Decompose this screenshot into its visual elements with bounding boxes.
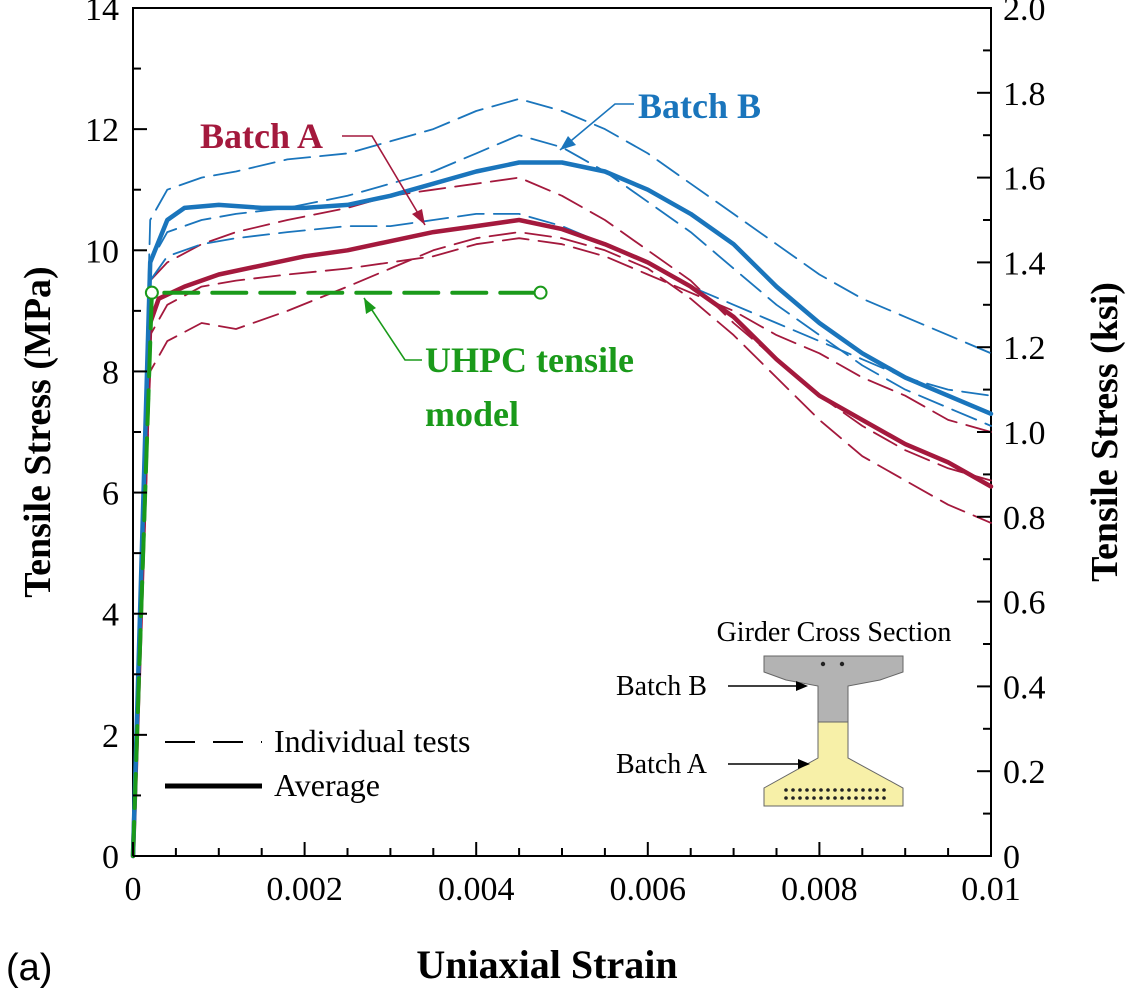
y-right-tick-label: 0.6: [1003, 585, 1046, 622]
annotation-model-arrow-line: [363, 297, 422, 361]
strand-dot: [861, 796, 865, 800]
annotation-batch-b: Batch B: [559, 86, 761, 151]
x-tick-label: 0.01: [961, 871, 1021, 908]
legend: Individual tests Average: [165, 723, 470, 803]
strand-dot: [882, 796, 886, 800]
girder-batch-b-region: [763, 655, 904, 723]
strand-dot: [798, 788, 802, 792]
inset-label-batch-b: Batch B: [616, 671, 707, 702]
strand-dot: [819, 788, 823, 792]
y-axis-title-left: Tensile Stress (MPa): [17, 266, 59, 597]
strand-dot: [805, 788, 809, 792]
y-right-tick-label: 0.8: [1003, 500, 1046, 537]
y-left-tick-label: 8: [102, 354, 119, 391]
series-line-batch-b-average-1: [130, 160, 994, 859]
annotation-model-label-line2: model: [425, 394, 519, 434]
y-left-tick-label: 14: [85, 0, 119, 28]
strand-dot: [812, 788, 816, 792]
y-right-tick-label: 0.4: [1003, 669, 1046, 706]
x-tick-label: 0.008: [781, 871, 858, 908]
y-left-tick-label: 6: [102, 476, 119, 513]
annotation-model: UHPC tensile model: [363, 297, 634, 434]
panel-label: (a): [6, 947, 52, 989]
strand-dot: [875, 796, 879, 800]
x-tick-label: 0: [125, 871, 142, 908]
series-line-batch-b-individual-5: [132, 98, 992, 857]
strand-dot: [833, 788, 837, 792]
strand-dot: [840, 788, 844, 792]
strand-dot: [784, 788, 788, 792]
y-left-tick-label: 4: [102, 597, 119, 634]
strand-dot: [854, 796, 858, 800]
y-left-tick-label: 2: [102, 718, 119, 755]
y-left-tick-label: 12: [85, 112, 119, 149]
annotation-batch-a-label: Batch A: [200, 116, 323, 156]
x-tick-label: 0.002: [266, 871, 343, 908]
inset-label-batch-a: Batch A: [616, 749, 708, 780]
strand-dot: [840, 796, 844, 800]
girder-cross-section-inset: Girder Cross Section Batch B Batch A: [616, 617, 952, 807]
ticks-layer: 0 0.002 0.004 0.006 0.008 0.010246810121400.2…: [85, 0, 1046, 908]
series-line-batch-a-individual-4: [132, 237, 992, 857]
strand-dot: [826, 796, 830, 800]
annotation-batch-a-arrow-line: [342, 135, 426, 226]
y-right-tick-label: 1.4: [1003, 245, 1046, 282]
y-right-tick-label: 0.2: [1003, 754, 1046, 791]
strand-dot: [791, 788, 795, 792]
strand-dot: [833, 796, 837, 800]
y-left-tick-label: 0: [102, 839, 119, 876]
strand-dot: [805, 796, 809, 800]
annotation-batch-b-arrowhead: [560, 136, 576, 150]
strand-dot: [875, 788, 879, 792]
y-right-tick-label: 1.2: [1003, 330, 1046, 367]
top-strand-dot: [839, 661, 845, 667]
y-right-tick-label: 2.0: [1003, 0, 1046, 28]
y-right-tick-label: 1.6: [1003, 161, 1046, 198]
strand-dot: [854, 788, 858, 792]
top-strand-dot: [820, 661, 826, 667]
series-line-batch-a-individual-3: [132, 176, 992, 857]
annotation-model-label-line1: UHPC tensile: [425, 340, 634, 380]
x-tick-label: 0.004: [438, 871, 515, 908]
strand-dot: [812, 796, 816, 800]
series-line-batch-a-average-0: [130, 217, 994, 859]
strand-dot: [847, 796, 851, 800]
model-endpoint-marker: [144, 285, 159, 300]
y-left-tick-label: 10: [85, 233, 119, 270]
y-axis-title-right: Tensile Stress (ksi): [1084, 282, 1126, 582]
strand-dot: [868, 796, 872, 800]
strand-dot: [882, 788, 886, 792]
series-line-batch-b-individual-7: [132, 212, 992, 857]
prestress-strands: [784, 788, 886, 800]
annotation-batch-a: Batch A: [200, 116, 426, 226]
annotation-model-arrowhead: [364, 298, 376, 314]
strand-dot: [819, 796, 823, 800]
annotation-batch-b-label: Batch B: [638, 86, 761, 126]
strand-dot: [784, 796, 788, 800]
strand-dot: [798, 796, 802, 800]
annotation-batch-a-arrowhead: [412, 209, 425, 225]
strand-dot: [861, 788, 865, 792]
annotation-batch-b-arrow-line: [559, 103, 634, 151]
strand-dot: [868, 788, 872, 792]
strand-dot: [826, 788, 830, 792]
x-tick-label: 0.006: [610, 871, 687, 908]
legend-label-average: Average: [274, 767, 380, 803]
strand-dot: [847, 788, 851, 792]
x-axis-title: Uniaxial Strain: [416, 942, 677, 987]
y-right-tick-label: 1.8: [1003, 76, 1046, 113]
series-line-batch-a-individual-2: [132, 231, 992, 857]
inset-arrowhead-batch-a: [798, 759, 810, 769]
y-right-tick-label: 1.0: [1003, 415, 1046, 452]
inset-title: Girder Cross Section: [717, 617, 952, 648]
y-right-tick-label: 0: [1003, 839, 1020, 876]
series-layer: [130, 98, 994, 859]
strand-dot: [791, 796, 795, 800]
model-endpoint-marker: [533, 285, 548, 300]
inset-arrowhead-batch-b: [796, 681, 808, 691]
legend-label-individual: Individual tests: [274, 723, 470, 759]
